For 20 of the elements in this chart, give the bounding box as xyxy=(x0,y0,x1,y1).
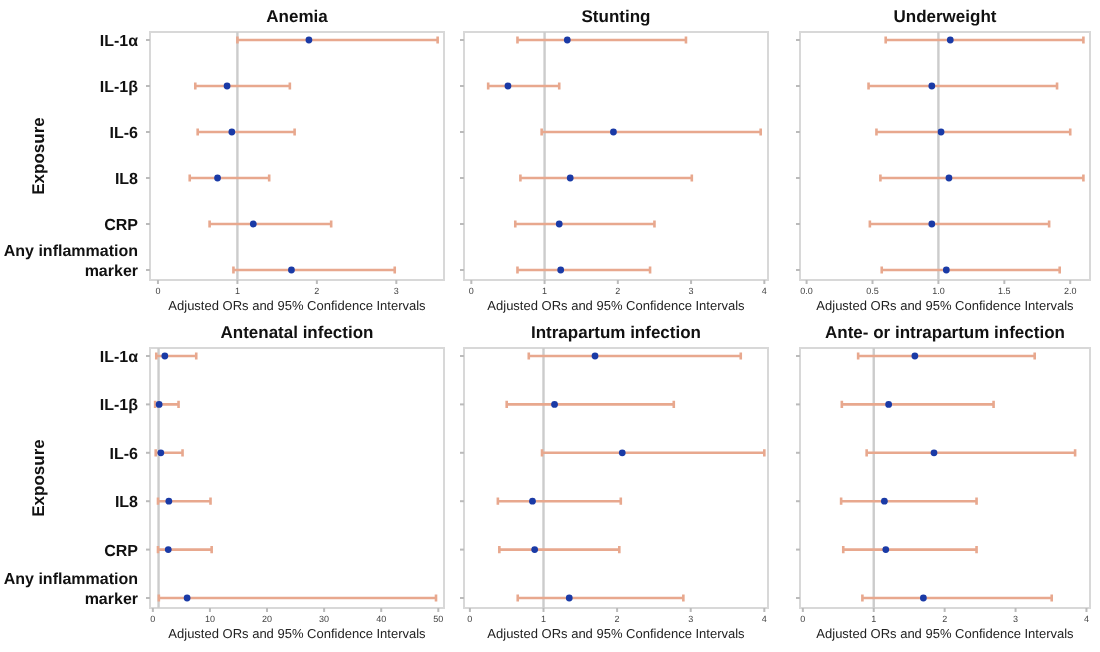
y-tick-label: CRP xyxy=(104,216,140,234)
chart-title: Underweight xyxy=(893,6,997,26)
chart-title: Anemia xyxy=(266,6,329,26)
y-tick-label: IL-6 xyxy=(109,444,140,463)
y-tick-label: IL-1β xyxy=(99,396,139,415)
y-axis-title: Exposure xyxy=(28,438,48,517)
y-tick-label: IL-1α xyxy=(99,348,139,366)
y-tick-label: Any inflammation marker xyxy=(3,570,139,608)
y-tick-label: CRP xyxy=(104,541,140,560)
y-tick-label: IL-6 xyxy=(109,124,140,142)
y-tick-label: IL-1β xyxy=(99,78,139,96)
chart-title: Stunting xyxy=(581,6,651,26)
y-tick-label: Any inflammation marker xyxy=(3,242,139,280)
y-tick-label: IL8 xyxy=(114,493,140,512)
chart-title: Intrapartum infection xyxy=(530,322,702,342)
y-tick-label: IL8 xyxy=(114,170,140,188)
y-tick-label: IL-1α xyxy=(99,32,139,50)
chart-title: Ante- or intrapartum infection xyxy=(825,322,1065,342)
chart-title: Antenatal infection xyxy=(220,322,374,342)
y-axis-title: Exposure xyxy=(28,116,48,195)
